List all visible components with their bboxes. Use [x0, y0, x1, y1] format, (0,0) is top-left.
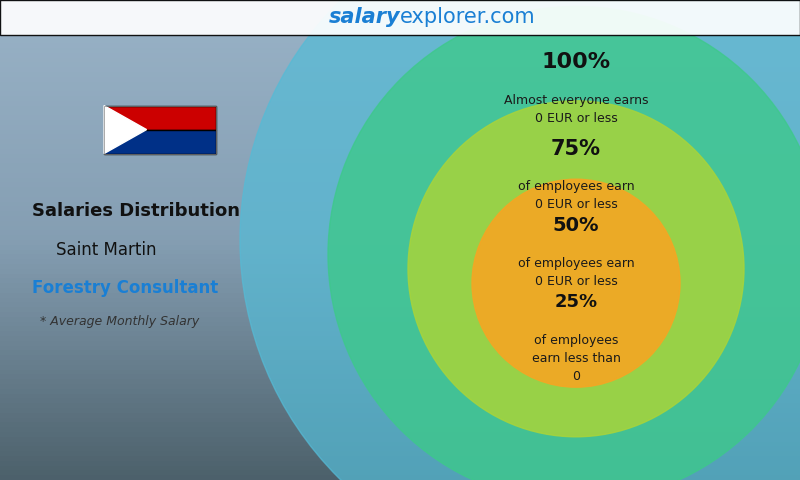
Text: * Average Monthly Salary: * Average Monthly Salary — [40, 315, 199, 328]
Text: salary: salary — [328, 7, 400, 27]
FancyBboxPatch shape — [0, 0, 800, 35]
Text: of employees earn
0 EUR or less: of employees earn 0 EUR or less — [518, 180, 634, 211]
Ellipse shape — [472, 179, 680, 387]
Ellipse shape — [328, 6, 800, 480]
Text: 75%: 75% — [551, 139, 601, 159]
Text: 50%: 50% — [553, 216, 599, 235]
Text: of employees
earn less than
0: of employees earn less than 0 — [531, 334, 621, 383]
Text: of employees earn
0 EUR or less: of employees earn 0 EUR or less — [518, 257, 634, 288]
Text: Almost everyone earns
0 EUR or less: Almost everyone earns 0 EUR or less — [504, 94, 648, 125]
Text: Forestry Consultant: Forestry Consultant — [32, 279, 218, 297]
FancyBboxPatch shape — [104, 106, 216, 130]
Text: explorer.com: explorer.com — [400, 7, 536, 27]
Polygon shape — [104, 106, 146, 154]
Ellipse shape — [408, 101, 744, 437]
Text: Saint Martin: Saint Martin — [56, 240, 157, 259]
Text: 100%: 100% — [542, 52, 610, 72]
Text: Salaries Distribution: Salaries Distribution — [32, 202, 240, 220]
Text: 25%: 25% — [554, 293, 598, 312]
FancyBboxPatch shape — [104, 130, 216, 154]
Ellipse shape — [240, 0, 800, 480]
